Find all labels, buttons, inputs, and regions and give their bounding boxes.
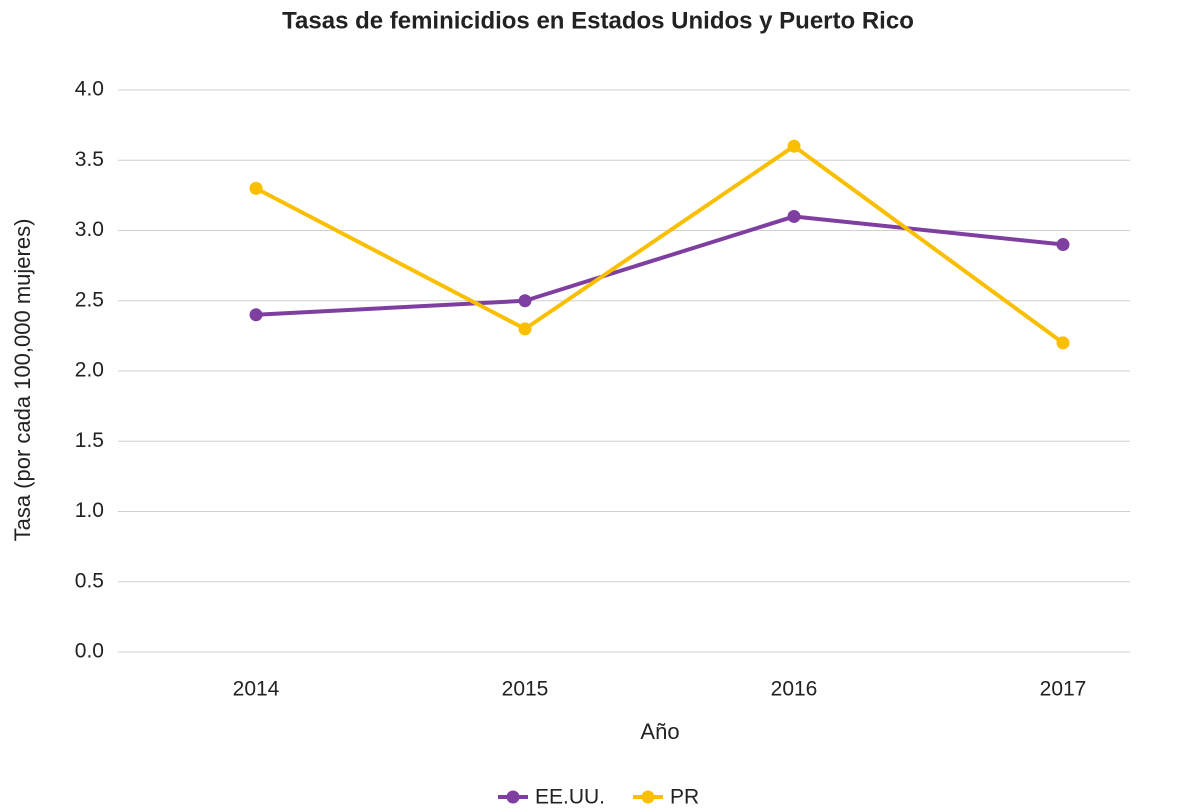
data-point xyxy=(787,209,801,223)
data-point xyxy=(1056,238,1070,252)
legend-label: EE.UU. xyxy=(535,786,605,809)
x-tick-label: 2015 xyxy=(502,678,549,701)
y-tick-label: 2.5 xyxy=(75,288,104,311)
y-tick-label: 1.5 xyxy=(75,429,104,452)
data-point xyxy=(787,139,801,153)
data-point xyxy=(249,181,263,195)
data-point xyxy=(249,308,263,322)
data-point xyxy=(1056,336,1070,350)
series-line xyxy=(255,144,1065,345)
y-axis-label: Tasa (por cada 100,000 mujeres) xyxy=(10,219,35,542)
y-tick-label: 2.0 xyxy=(75,359,104,382)
series-line xyxy=(255,214,1064,317)
legend-label: PR xyxy=(670,786,699,809)
y-tick-label: 3.5 xyxy=(75,148,104,171)
data-point xyxy=(518,322,532,336)
y-tick-label: 3.0 xyxy=(75,218,104,241)
y-tick-label: 4.0 xyxy=(75,78,104,101)
y-tick-label: 0.5 xyxy=(75,569,104,592)
data-point xyxy=(518,294,532,308)
x-axis-label: Año xyxy=(640,719,679,744)
x-tick-label: 2017 xyxy=(1040,678,1087,701)
y-tick-label: 1.0 xyxy=(75,499,104,522)
legend-marker xyxy=(641,790,655,804)
legend-marker xyxy=(506,790,520,804)
y-tick-label: 0.0 xyxy=(75,640,104,663)
chart-title: Tasas de feminicidios en Estados Unidos … xyxy=(282,7,914,34)
x-tick-label: 2016 xyxy=(771,678,818,701)
x-tick-label: 2014 xyxy=(233,678,280,701)
